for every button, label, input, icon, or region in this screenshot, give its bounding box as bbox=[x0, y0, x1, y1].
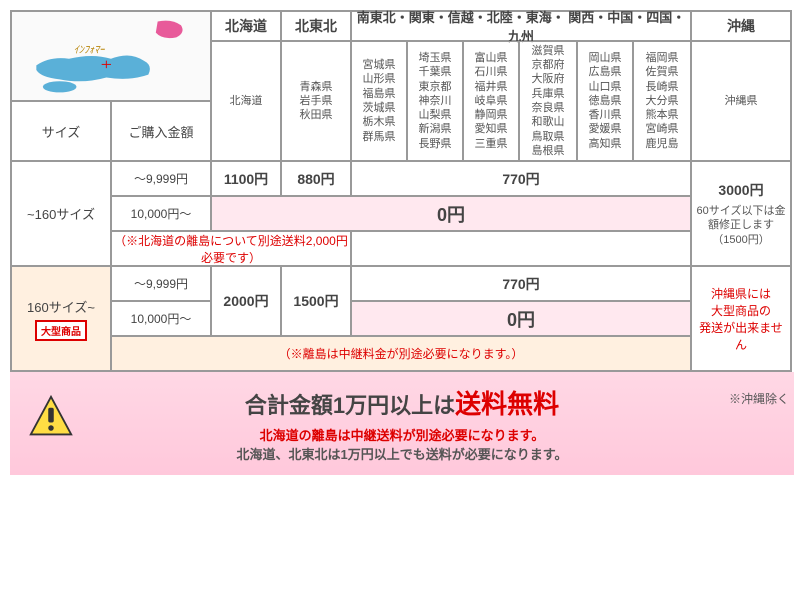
okinawa-large-note: 沖縄県には 大型商品の 発送が出来ません bbox=[691, 266, 791, 371]
free-shipping-banner: 合計金額1万円以上は送料無料 ※沖縄除く 北海道の離島は中継送料が別途必要になり… bbox=[10, 372, 794, 475]
note-relay: （※離島は中継料金が別途必要になります。） bbox=[111, 336, 691, 371]
note-hokkaido-island: （※北海道の離島について別途送料2,000円必要です） bbox=[111, 231, 351, 266]
prefs-g6: 福岡県 佐賀県 長崎県 大分県 熊本県 宮崎県 鹿児島 bbox=[633, 41, 691, 161]
price-770-1: 770円 bbox=[351, 161, 691, 196]
banner-exclude: ※沖縄除く bbox=[729, 390, 789, 407]
banner-sub1: 北海道の離島は中継送料が別途必要になります。 bbox=[22, 425, 782, 444]
price-880: 880円 bbox=[281, 161, 351, 196]
region-okinawa: 沖縄 bbox=[691, 11, 791, 41]
prefs-g4: 滋賀県 京都府 大阪府 兵庫県 奈良県 和歌山 鳥取県 島根県 bbox=[519, 41, 577, 161]
amt-under-2: 〜9,999円 bbox=[111, 266, 211, 301]
svg-text:ｲﾝﾌｫﾏｰ: ｲﾝﾌｫﾏｰ bbox=[74, 45, 106, 56]
amt-over-1: 10,000円〜 bbox=[111, 196, 211, 231]
prefs-g3: 富山県 石川県 福井県 岐阜県 静岡県 愛知県 三重県 bbox=[463, 41, 519, 161]
region-hokkaido: 北海道 bbox=[211, 11, 281, 41]
label-amount: ご購入金額 bbox=[111, 101, 211, 161]
amt-over-2: 10,000円〜 bbox=[111, 301, 211, 336]
price-0-1: 0円 bbox=[211, 196, 691, 231]
prefs-g2: 埼玉県 千葉県 東京都 神奈川 山梨県 新潟県 長野県 bbox=[407, 41, 463, 161]
prefs-hokkaido: 北海道 bbox=[211, 41, 281, 161]
prefs-kitatohoku: 青森県 岩手県 秋田県 bbox=[281, 41, 351, 161]
region-kitatohoku: 北東北 bbox=[281, 11, 351, 41]
okinawa-3000: 3000円 60サイズ以下は金額修正します （1500円） bbox=[691, 161, 791, 266]
price-1100: 1100円 bbox=[211, 161, 281, 196]
region-main: 南東北・関東・信越・北陸・東海・ 関西・中国・四国・九州 bbox=[351, 11, 691, 41]
label-size: サイズ bbox=[11, 101, 111, 161]
prefs-g1: 宮城県 山形県 福島県 茨城県 栃木県 群馬県 bbox=[351, 41, 407, 161]
amt-under-1: 〜9,999円 bbox=[111, 161, 211, 196]
prefs-g5: 岡山県 広島県 山口県 徳島県 香川県 愛媛県 高知県 bbox=[577, 41, 633, 161]
large-badge: 大型商品 bbox=[35, 320, 87, 341]
banner-sub2: 北海道、北東北は1万円以上でも送料が必要になります。 bbox=[22, 444, 782, 463]
price-770-2: 770円 bbox=[351, 266, 691, 301]
size2-label: 160サイズ~ 大型商品 bbox=[11, 266, 111, 371]
row-size1-under: ~160サイズ 〜9,999円 1100円 880円 770円 10,000円〜… bbox=[11, 161, 791, 266]
japan-map: ｲﾝﾌｫﾏｰ bbox=[11, 11, 211, 101]
blank-1 bbox=[351, 231, 691, 266]
shipping-table: ｲﾝﾌｫﾏｰ 北海道 北東北 南東北・関東・信越・北陸・東海・ 関西・中国・四国… bbox=[10, 10, 792, 372]
prefs-okinawa: 沖縄県 bbox=[691, 41, 791, 161]
row-size2: 160サイズ~ 大型商品 〜9,999円 2000円 1500円 770円 0円… bbox=[11, 266, 791, 371]
size1-label: ~160サイズ bbox=[11, 161, 111, 266]
warning-icon bbox=[28, 394, 74, 440]
banner-title: 合計金額1万円以上は送料無料 bbox=[22, 384, 782, 421]
